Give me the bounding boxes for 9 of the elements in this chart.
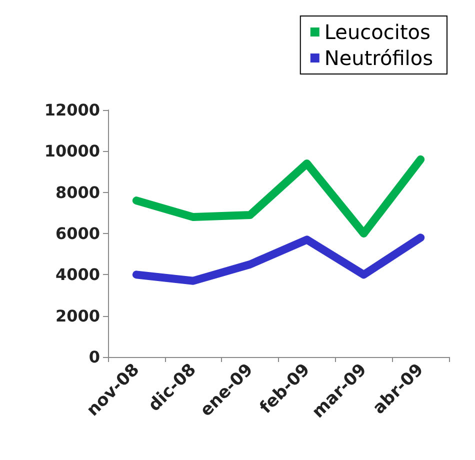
y-tick-label: 0 <box>88 348 100 366</box>
y-tick-label: 8000 <box>55 182 100 202</box>
legend-label: Leucocitos <box>324 20 430 44</box>
y-tick-label: 2000 <box>55 306 100 326</box>
legend-label: Neutrófilos <box>324 46 434 70</box>
y-tick-label: 10000 <box>44 142 100 161</box>
y-tick-label: 6000 <box>55 224 100 243</box>
y-tick-label: 4000 <box>55 265 100 284</box>
y-tick-label: 12000 <box>44 100 100 120</box>
